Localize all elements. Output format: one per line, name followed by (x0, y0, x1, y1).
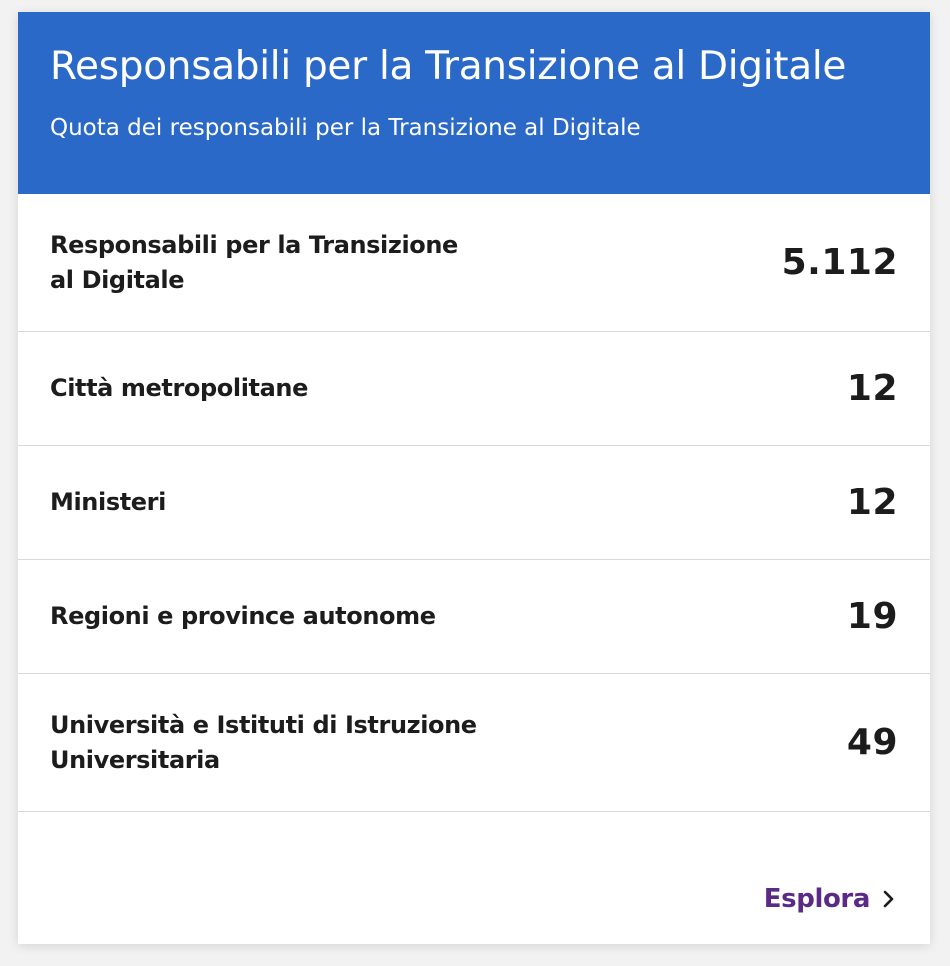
stat-row-citta-metropolitane: Città metropolitane 12 (18, 332, 930, 446)
stat-row-universita: Università e Istituti di Istruzione Univ… (18, 674, 930, 812)
card-subtitle: Quota dei responsabili per la Transizion… (50, 114, 641, 141)
card-title: Responsabili per la Transizione al Digit… (50, 44, 847, 89)
stat-value: 49 (846, 722, 898, 763)
card-footer: Esplora (764, 884, 898, 914)
stat-value: 19 (846, 596, 898, 637)
stat-label: Ministeri (50, 488, 166, 517)
stat-row-ministeri: Ministeri 12 (18, 446, 930, 560)
stat-value: 12 (846, 368, 898, 409)
chevron-right-icon (883, 890, 894, 908)
stat-label: Università e Istituti di Istruzione Univ… (50, 710, 477, 774)
stat-value: 5.112 (781, 242, 898, 283)
explore-label: Esplora (763, 884, 871, 914)
stat-label: Responsabili per la Transizione al Digit… (50, 230, 458, 294)
stat-row-regioni: Regioni e province autonome 19 (18, 560, 930, 674)
stat-label: Regioni e province autonome (50, 602, 436, 631)
stats-card: Responsabili per la Transizione al Digit… (18, 12, 930, 944)
stat-value: 12 (846, 482, 898, 523)
card-header: Responsabili per la Transizione al Digit… (18, 12, 930, 194)
stat-label: Città metropolitane (50, 374, 308, 403)
stats-list: Responsabili per la Transizione al Digit… (18, 194, 930, 812)
explore-link[interactable]: Esplora (764, 884, 898, 914)
stat-row-rtd: Responsabili per la Transizione al Digit… (18, 194, 930, 332)
